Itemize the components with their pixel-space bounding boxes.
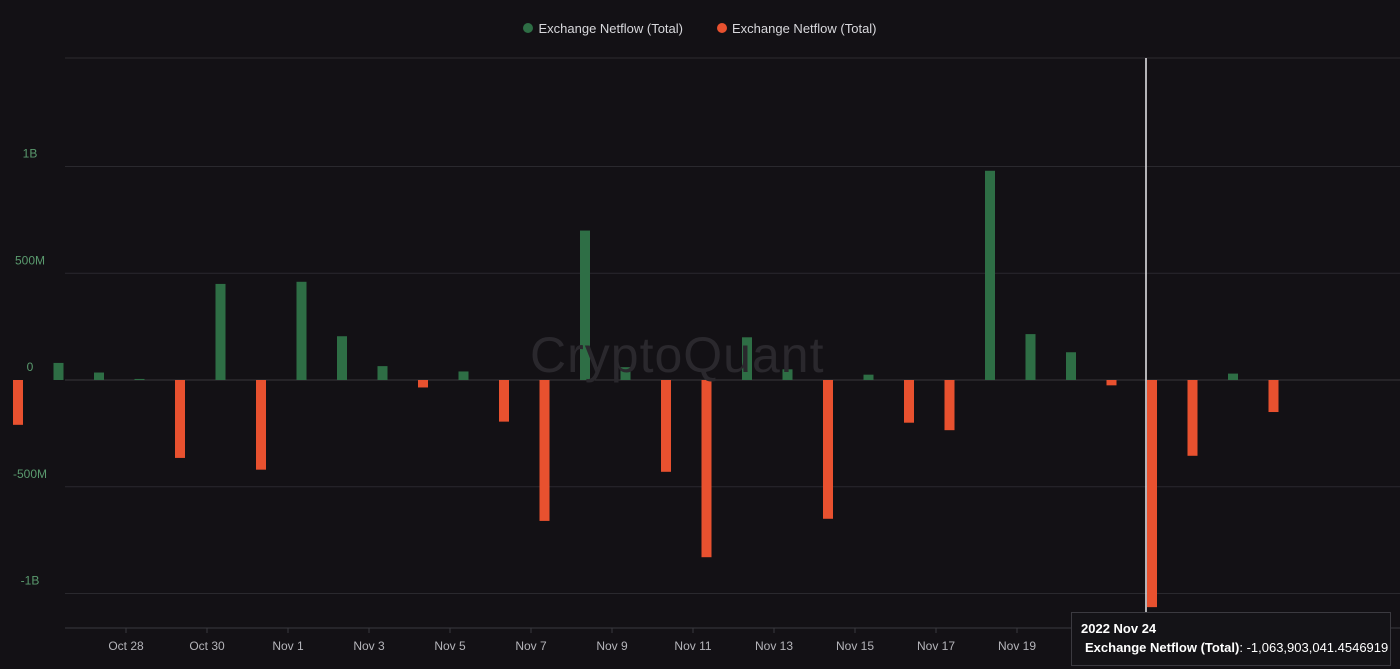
chart-legend: Exchange Netflow (Total) Exchange Netflo… (0, 18, 1400, 38)
x-tick-label: Nov 9 (596, 639, 628, 653)
legend-item-positive[interactable]: Exchange Netflow (Total) (523, 18, 683, 38)
y-tick-label: -500M (13, 467, 47, 481)
bar-positive (134, 378, 145, 380)
bar-positive (1228, 373, 1238, 380)
tooltip-date: 2022 Nov 24 (1081, 621, 1157, 636)
x-tick-label: Nov 11 (674, 639, 711, 653)
y-tick-label: 1B (23, 147, 38, 161)
bar-negative (823, 380, 833, 519)
bar-positive (377, 366, 388, 380)
bar-positive (296, 281, 307, 380)
chart-tooltip: 2022 Nov 24 Exchange Netflow (Total): -1… (1071, 612, 1391, 666)
x-tick-label: Oct 30 (189, 639, 225, 653)
bar-positive (458, 371, 469, 380)
bar-positive (620, 367, 631, 380)
bar-negative (1268, 380, 1279, 413)
bar-positive (863, 374, 874, 380)
bar-positive (337, 336, 347, 380)
tooltip-value: -1,063,903,041.4546919 (1246, 640, 1389, 655)
x-tick-label: Oct 28 (108, 639, 144, 653)
x-tick-label: Nov 1 (272, 639, 304, 653)
bar-negative (539, 380, 550, 521)
bar-negative (944, 380, 955, 431)
bar-negative (1106, 380, 1117, 386)
x-tick-label: Nov 17 (917, 639, 955, 653)
bar-positive (94, 372, 104, 380)
bar-negative (904, 380, 914, 423)
x-tick-label: Nov 15 (836, 639, 874, 653)
bar-positive (53, 362, 64, 380)
bar-negative (701, 380, 712, 558)
y-tick-label: 0 (27, 360, 34, 374)
y-tick-label: 500M (15, 253, 45, 267)
legend-negative-label: Exchange Netflow (Total) (732, 20, 877, 36)
tooltip-row: Exchange Netflow (Total): -1,063,903,041… (1081, 640, 1388, 655)
legend-positive-label: Exchange Netflow (Total) (538, 20, 683, 36)
bar-negative (13, 380, 23, 425)
bar-negative (499, 380, 509, 422)
watermark-logo: CryptoQuant (530, 327, 825, 383)
bar-positive (985, 170, 995, 380)
bar-negative (418, 380, 428, 388)
bar-positive (742, 337, 752, 380)
bar-positive (215, 283, 226, 380)
bar-positive (580, 230, 590, 380)
bar-positive (1025, 334, 1036, 380)
legend-item-negative[interactable]: Exchange Netflow (Total) (717, 18, 877, 38)
bar-negative (175, 380, 185, 458)
x-tick-label: Nov 7 (515, 639, 547, 653)
x-tick-label: Nov 13 (755, 639, 793, 653)
bar-negative (256, 380, 266, 470)
bar-positive (782, 369, 793, 380)
legend-positive-dot-icon (523, 23, 534, 33)
bar-negative (1187, 380, 1198, 456)
x-tick-label: Nov 5 (434, 639, 466, 653)
tooltip-series-label: Exchange Netflow (Total) (1085, 640, 1240, 655)
bar-negative (661, 380, 671, 472)
bar-positive (1066, 352, 1076, 380)
x-tick-label: Nov 3 (353, 639, 385, 653)
x-tick-label: Nov 19 (998, 639, 1036, 653)
bar-negative (1147, 380, 1157, 608)
tooltip-colon: : (1239, 640, 1247, 655)
y-tick-label: -1B (21, 574, 40, 588)
legend-negative-dot-icon (717, 23, 727, 33)
